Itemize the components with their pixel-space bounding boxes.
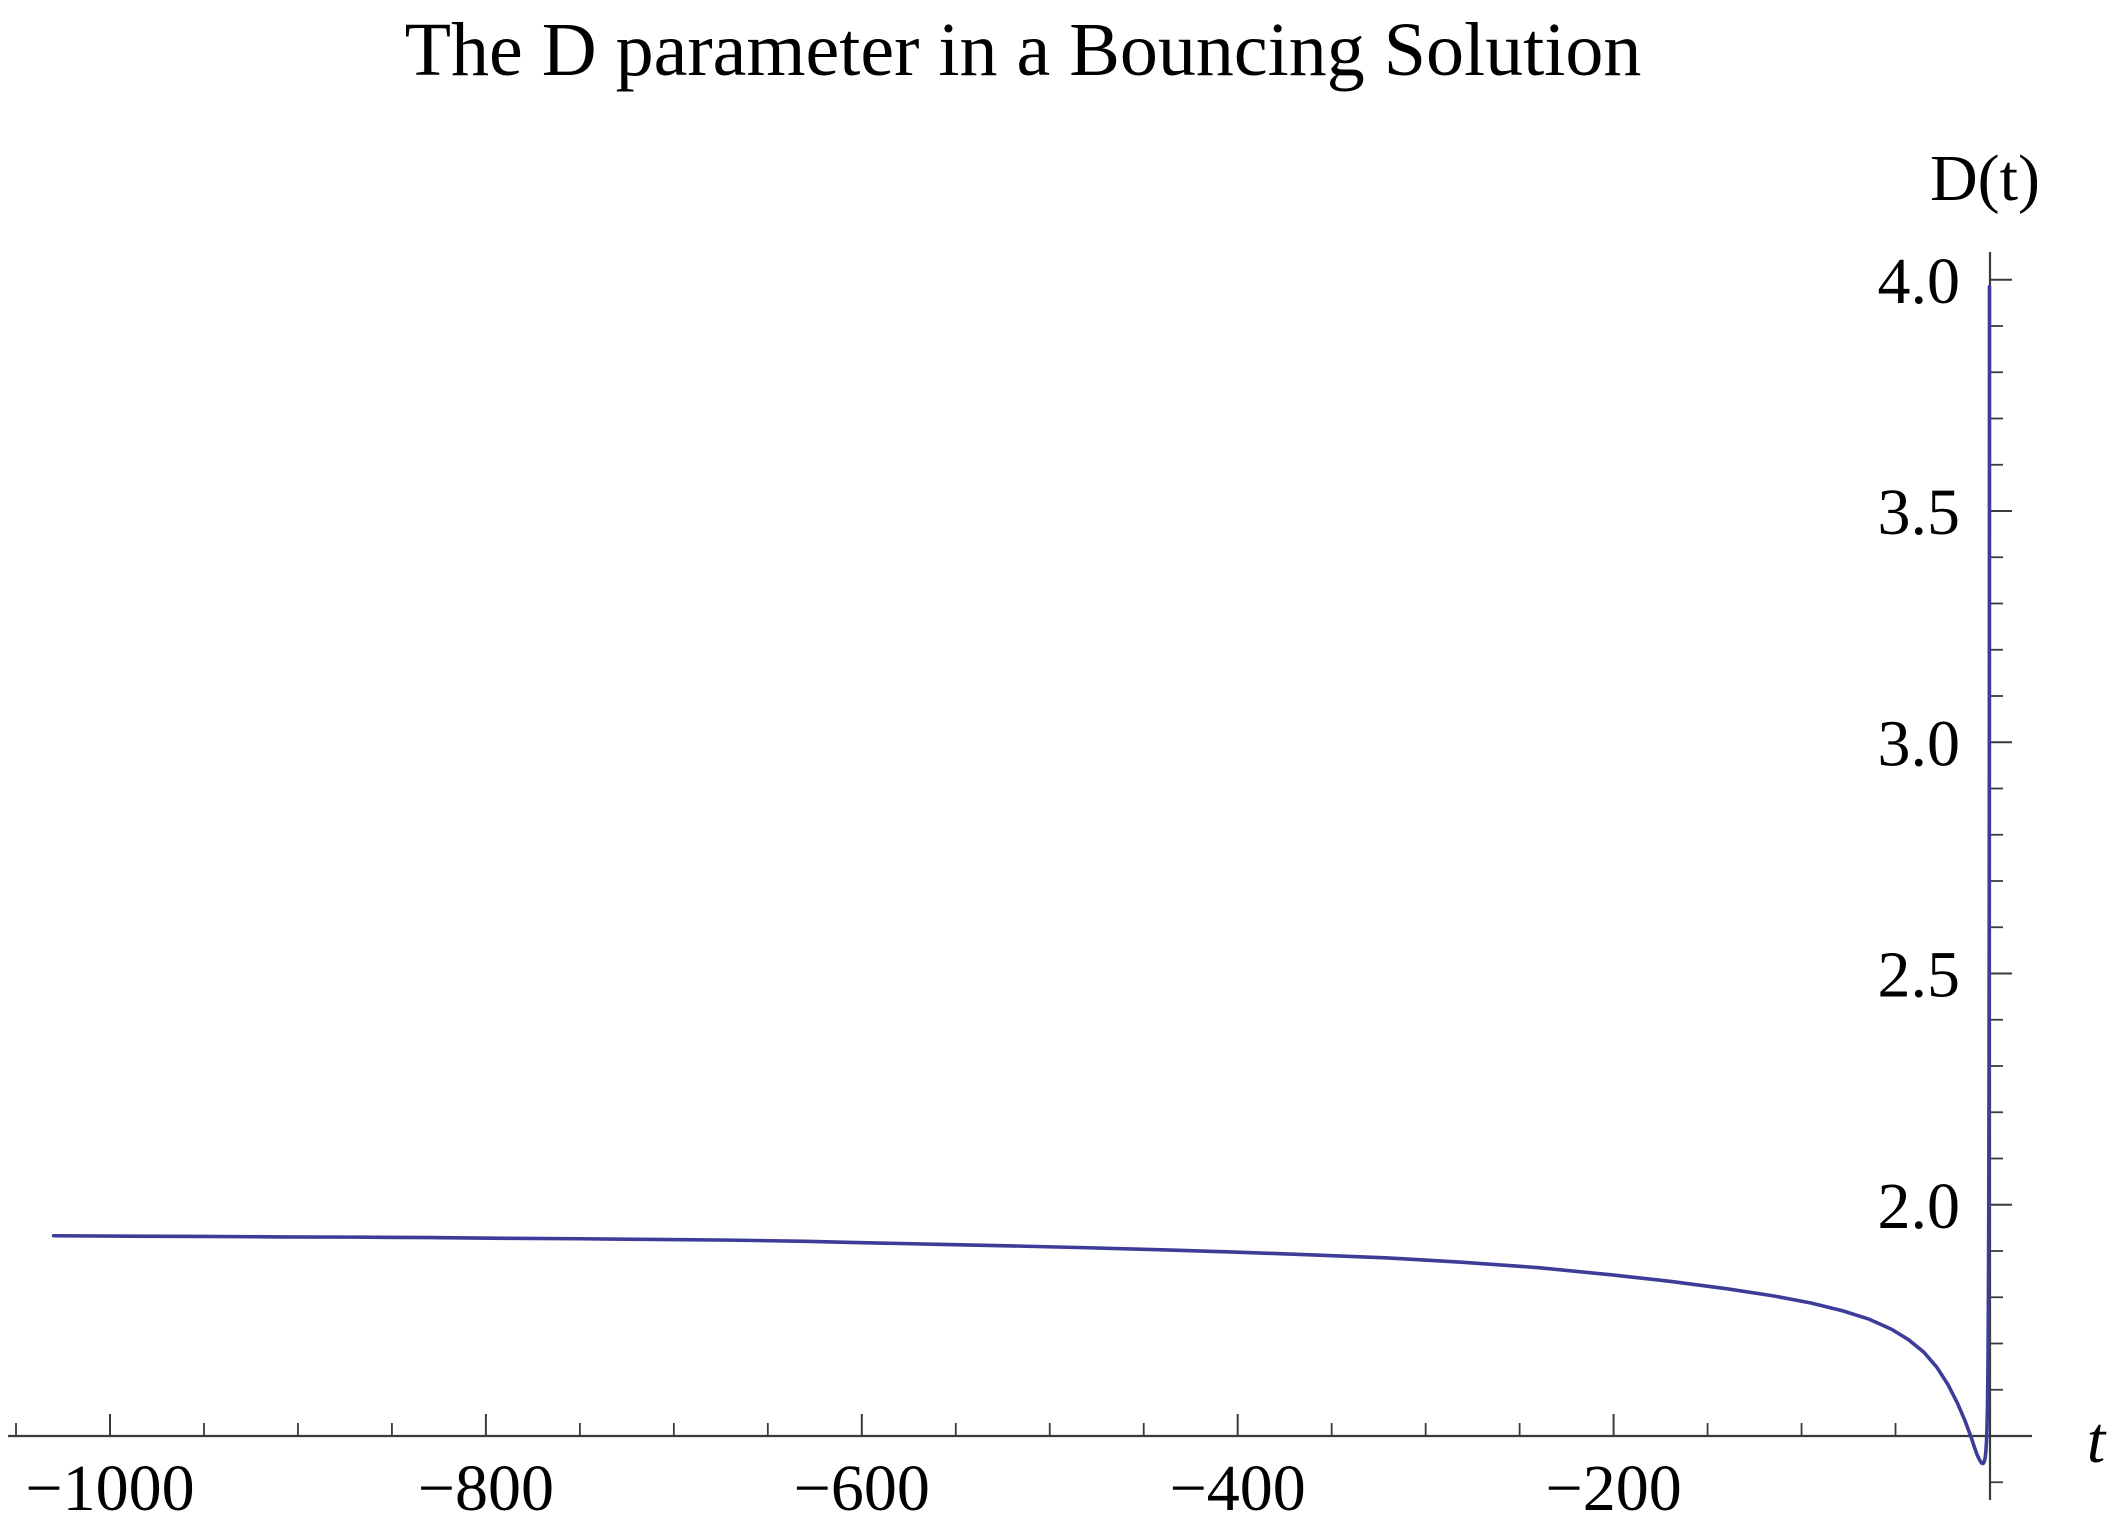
x-tick-label: −1000 [25,1452,194,1525]
y-axis-label: D(t) [1930,142,2040,215]
y-tick-label: 2.0 [1878,1170,1961,1243]
x-tick-label: −600 [794,1452,930,1525]
x-tick-label: −800 [418,1452,554,1525]
curve-D [51,284,1992,1466]
plot-title: The D parameter in a Bouncing Solution [405,8,1642,92]
x-tick-label: −400 [1170,1452,1306,1525]
y-tick-label: 2.5 [1878,939,1961,1012]
y-tick-label: 3.0 [1878,707,1961,780]
curve-group [51,284,1992,1466]
x-tick-label: −200 [1545,1452,1681,1525]
y-tick-label: 4.0 [1878,245,1961,318]
axes: −1000 −800 −600 −400 −200 2.0 2.5 3.0 3.5 4.0 [8,245,2032,1525]
y-tick-label: 3.5 [1878,476,1961,549]
x-axis-label: t [2087,1404,2107,1477]
